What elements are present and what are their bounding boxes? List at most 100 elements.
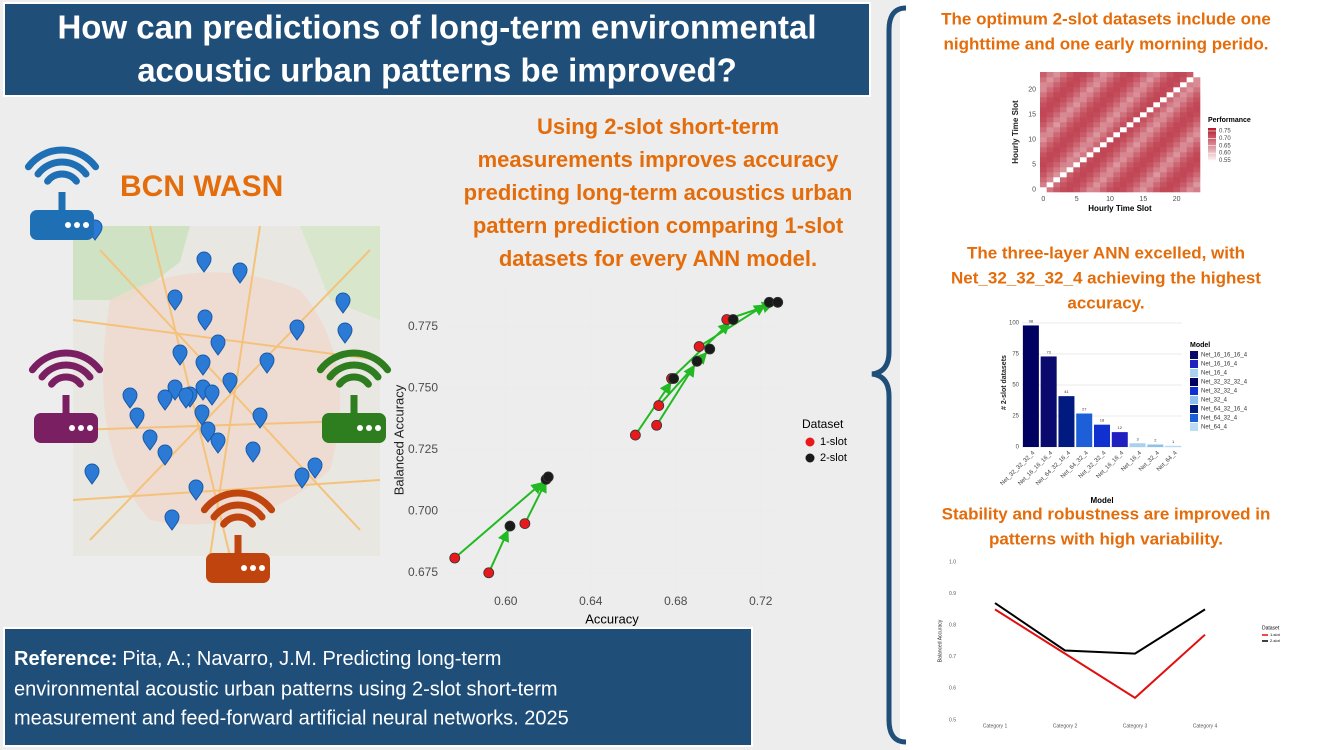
heatmap-cell: [1100, 177, 1107, 183]
heatmap-cell: [1100, 72, 1107, 78]
headline-line: predicting long-term acoustics urban: [464, 180, 853, 205]
heatmap-cell: [1153, 177, 1161, 183]
heatmap-cell: [1180, 142, 1187, 148]
heatmap-cell: [1066, 117, 1074, 123]
heatmap-cell: [1053, 187, 1061, 193]
heatmap-cell: [1166, 162, 1174, 168]
legend-label: Net_64_4: [1201, 425, 1228, 431]
heatmap-cell: [1180, 172, 1187, 178]
heatmap-cell: [1113, 137, 1121, 143]
heatmap-cell: [1120, 177, 1127, 183]
heatmap-cell: [1106, 87, 1114, 93]
heatmap-cell: [1080, 97, 1087, 103]
heatmap-cell: [1166, 187, 1174, 193]
x-tick-label: 0.60: [494, 594, 518, 608]
heatmap-cell: [1153, 137, 1161, 143]
map-city: [103, 272, 340, 525]
heatmap-cell: [1120, 87, 1127, 93]
heatmap-cell: [1186, 72, 1194, 78]
legend-label: Net_64_32_16_4: [1201, 407, 1248, 413]
heatmap-cell: [1153, 132, 1161, 138]
heatmap-cell: [1080, 117, 1087, 123]
heatmap-cell: [1073, 127, 1081, 133]
heatmap-cell: [1186, 162, 1194, 168]
arrow: [698, 304, 767, 348]
heatmap-cell: [1113, 132, 1121, 138]
heatmap-cell: [1153, 142, 1161, 148]
heatmap-cell: [1180, 127, 1187, 133]
heatmap-cell: [1146, 152, 1154, 158]
map-pin: [178, 387, 194, 409]
legend-swatch: [1190, 387, 1198, 395]
map-pin: [232, 262, 248, 284]
heatmap-cell: [1100, 172, 1107, 178]
heatmap-cell: [1100, 102, 1107, 108]
heatmap-cell: [1080, 187, 1087, 193]
reference-line: measurement and feed-forward artificial …: [14, 707, 569, 729]
router-body: [34, 413, 98, 443]
heatmap-cell: [1040, 82, 1047, 88]
heatmap-cell: [1160, 132, 1167, 138]
heatmap-cell: [1146, 142, 1154, 148]
legend-label: 1-slot: [820, 436, 847, 448]
bar: [1040, 356, 1057, 447]
heatmap-cell: [1046, 152, 1054, 158]
heatmap-cell: [1086, 72, 1094, 78]
point: [651, 419, 663, 431]
heatmap-cell: [1193, 177, 1201, 183]
heatmap-cell: [1193, 167, 1201, 173]
heatmap-cell: [1080, 157, 1087, 163]
heatmap-cell: [1140, 72, 1147, 78]
heatmap-cell: [1126, 152, 1134, 158]
heatmap-cell: [1053, 102, 1061, 108]
heatmap-cell: [1086, 177, 1094, 183]
heatmap-cell: [1106, 72, 1114, 78]
heatmap-cell: [1106, 187, 1114, 193]
heatmap-cell: [1046, 147, 1054, 153]
heatmap-cell: [1193, 182, 1201, 188]
heatmap-cell: [1080, 107, 1087, 113]
heatmap-cell: [1073, 72, 1081, 78]
heatmap-cell: [1066, 162, 1074, 168]
y-tick-label: 0.675: [408, 565, 438, 579]
router-light: [357, 425, 363, 431]
heatmap-cell: [1113, 152, 1121, 158]
y-tick-label: 0.8: [949, 623, 956, 629]
heatmap-cell: [1120, 187, 1127, 193]
finding: accuracy.: [1067, 293, 1144, 312]
heatmap-cell: [1060, 162, 1067, 168]
map-pin: [196, 251, 212, 273]
value-label: 98: [1029, 319, 1034, 324]
heatmap-cell: [1133, 97, 1141, 103]
heatmap-cell: [1046, 167, 1054, 173]
heatmap-cell: [1120, 172, 1127, 178]
heatmap-cell: [1186, 172, 1194, 178]
heatmap-cell: [1073, 132, 1081, 138]
y-tick-label: 0: [1032, 186, 1036, 193]
heatmap-cell: [1040, 172, 1047, 178]
heatmap-cell: [1046, 107, 1054, 113]
heatmap-cell: [1146, 117, 1154, 123]
heatmap-cell: [1146, 167, 1154, 173]
heatmap-cell: [1186, 157, 1194, 163]
heatmap-cell: [1153, 187, 1161, 193]
heatmap-cell: [1186, 92, 1194, 98]
heatmap-cell: [1180, 137, 1187, 143]
heatmap-cell: [1153, 147, 1161, 153]
heatmap-cell: [1073, 97, 1081, 103]
heatmap-cell: [1046, 87, 1054, 93]
heatmap-cell: [1160, 187, 1167, 193]
heatmap-cell: [1053, 167, 1061, 173]
heatmap-cell: [1120, 122, 1127, 128]
legend-swatch: [805, 437, 815, 447]
heatmap-cell: [1173, 92, 1181, 98]
y-tick-label: 0: [1016, 445, 1020, 451]
heatmap-cell: [1040, 92, 1047, 98]
heatmap-cell: [1100, 147, 1107, 153]
map-pin: [245, 441, 261, 463]
wifi-arc: [336, 373, 372, 388]
heatmap-cell: [1166, 97, 1174, 103]
heatmap-cell: [1126, 92, 1134, 98]
heatmap-cell: [1046, 127, 1054, 133]
